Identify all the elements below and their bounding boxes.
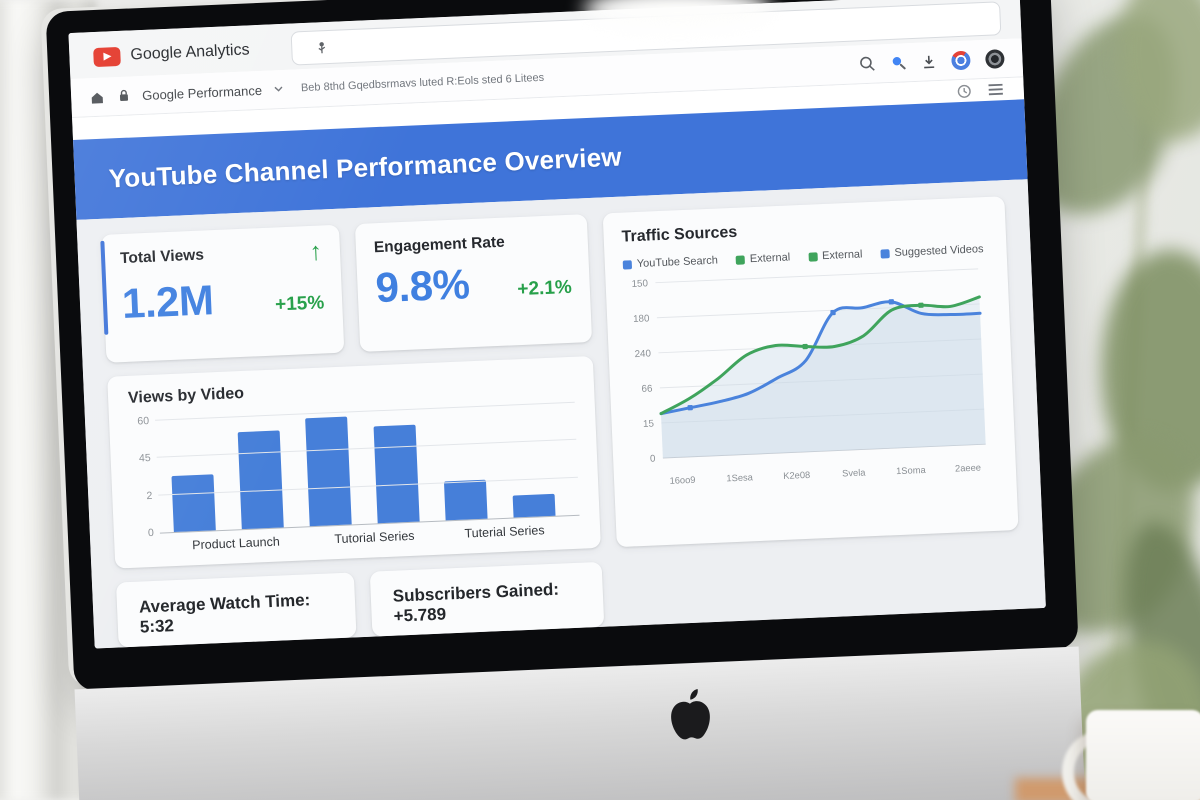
lock-icon bbox=[119, 89, 129, 102]
x-tick-label: 2aeee bbox=[955, 463, 981, 474]
address-bar[interactable] bbox=[290, 1, 1002, 66]
x-tick-label: 1Soma bbox=[896, 465, 927, 476]
legend-item[interactable]: YouTube Search bbox=[622, 254, 719, 271]
legend-swatch bbox=[622, 259, 633, 270]
x-category-label: Tutorial Series bbox=[334, 528, 415, 547]
y-tick-label: 0 bbox=[147, 526, 155, 540]
total-views-value: 1.2M bbox=[121, 276, 215, 328]
legend-swatch bbox=[807, 251, 818, 262]
address-icon bbox=[318, 41, 326, 53]
site-menu[interactable]: Google Performance bbox=[141, 82, 263, 103]
total-views-delta: +15% bbox=[274, 292, 325, 316]
bar bbox=[443, 479, 488, 521]
traffic-sources-card: Traffic Sources YouTube Search External Ex… bbox=[602, 196, 1019, 548]
bar bbox=[171, 474, 216, 533]
legend-swatch bbox=[735, 254, 746, 265]
legend-swatch bbox=[880, 248, 890, 259]
engagement-rate-value: 9.8% bbox=[374, 260, 471, 312]
y-tick-label: 66 bbox=[641, 383, 653, 394]
series-line-youtube-search bbox=[659, 300, 982, 416]
home-icon[interactable] bbox=[89, 89, 106, 105]
legend-label: External bbox=[821, 248, 863, 263]
bar bbox=[373, 424, 420, 524]
x-tick-label: 1Sesa bbox=[726, 472, 754, 483]
views-by-video-card: Views by Video 0 2 45 60 Product Launch Tuto… bbox=[107, 355, 601, 569]
up-arrow-icon: ↑ bbox=[308, 237, 323, 266]
apple-logo bbox=[671, 688, 710, 740]
traffic-sources-title: Traffic Sources bbox=[621, 223, 738, 246]
bar bbox=[237, 430, 284, 530]
legend-label: Suggested Videos bbox=[894, 243, 984, 259]
blue-dot-icon[interactable] bbox=[891, 55, 907, 71]
legend-item[interactable]: Suggested Videos bbox=[880, 243, 984, 259]
gridline bbox=[661, 408, 985, 424]
page-title: YouTube Channel Performance Overview bbox=[108, 141, 623, 193]
chevron-down-icon[interactable] bbox=[274, 86, 283, 92]
x-category-label: Tuterial Series bbox=[464, 523, 545, 541]
data-point-marker bbox=[802, 343, 808, 350]
y-tick-label: 15 bbox=[643, 419, 655, 430]
watch-time-label: Average Watch Time: 5:32 bbox=[138, 590, 311, 637]
bar bbox=[305, 416, 352, 527]
clock-icon[interactable] bbox=[956, 83, 972, 99]
data-point-marker bbox=[830, 309, 836, 316]
coffee-mug bbox=[1086, 710, 1200, 800]
x-tick-label: 16oo9 bbox=[669, 475, 695, 486]
imac-monitor: Google Analytics bbox=[7, 0, 1134, 800]
x-category-label: Product Launch bbox=[191, 534, 281, 553]
bar-chart-plot bbox=[155, 401, 580, 534]
legend-label: External bbox=[749, 251, 791, 266]
area-fill bbox=[660, 301, 986, 459]
data-point-marker bbox=[687, 405, 693, 411]
engagement-rate-delta: +2.1% bbox=[516, 276, 573, 301]
y-tick-label: 2 bbox=[146, 489, 153, 502]
x-tick-label: K2e08 bbox=[783, 470, 810, 481]
y-tick-label: 180 bbox=[633, 313, 650, 325]
bar-chart-bars bbox=[161, 407, 573, 533]
download-icon[interactable] bbox=[921, 54, 937, 70]
x-tick-label: Svela bbox=[842, 467, 867, 478]
dashboard-content: Total Views ↑ 1.2M +15% Engagement Rate … bbox=[76, 179, 1046, 649]
engagement-rate-label: Engagement Rate bbox=[373, 233, 506, 257]
views-by-video-title: Views by Video bbox=[127, 384, 245, 407]
breadcrumb: Beb 8thd Gqedbsrmavs luted R:Eols sted 6… bbox=[300, 71, 545, 95]
browser-tab-strip: Google Analytics bbox=[68, 0, 1022, 80]
y-tick-label: 60 bbox=[137, 415, 150, 428]
avatar[interactable] bbox=[984, 48, 1005, 69]
bar bbox=[512, 493, 556, 518]
y-tick-label: 45 bbox=[138, 452, 151, 465]
y-tick-label: 0 bbox=[650, 454, 656, 465]
search-icon[interactable] bbox=[858, 55, 877, 74]
watch-time-card: Average Watch Time: 5:32 bbox=[115, 572, 357, 648]
area-fill bbox=[660, 296, 986, 459]
y-tick-label: 150 bbox=[631, 278, 648, 290]
app-bar bbox=[72, 77, 1025, 140]
tab-title[interactable]: Google Analytics bbox=[130, 41, 250, 64]
subscribers-label: Subscribers Gained: +5.789 bbox=[392, 579, 560, 626]
total-views-label: Total Views bbox=[119, 246, 205, 268]
card-accent bbox=[100, 240, 109, 335]
menu-icon[interactable] bbox=[987, 83, 1003, 96]
subscribers-card: Subscribers Gained: +5.789 bbox=[369, 561, 605, 637]
gridline bbox=[662, 443, 986, 459]
legend-item[interactable]: External bbox=[735, 251, 791, 266]
data-point-marker bbox=[918, 302, 924, 308]
total-views-card: Total Views ↑ 1.2M +15% bbox=[100, 224, 345, 363]
legend-item[interactable]: External bbox=[807, 248, 863, 263]
gridline bbox=[655, 268, 979, 284]
legend-label: YouTube Search bbox=[636, 254, 719, 271]
youtube-icon bbox=[93, 46, 121, 67]
chrome-icon[interactable] bbox=[951, 50, 971, 70]
y-tick-label: 240 bbox=[634, 348, 651, 360]
gridline bbox=[659, 373, 983, 389]
engagement-rate-card: Engagement Rate 9.8% +2.1% bbox=[354, 214, 593, 352]
data-point-marker bbox=[888, 299, 895, 305]
monitor-chin bbox=[74, 646, 1087, 800]
browser-window: Google Analytics bbox=[68, 0, 1046, 649]
browser-toolbar: Google Performance Beb 8thd Gqedbsrmavs … bbox=[70, 38, 1024, 119]
